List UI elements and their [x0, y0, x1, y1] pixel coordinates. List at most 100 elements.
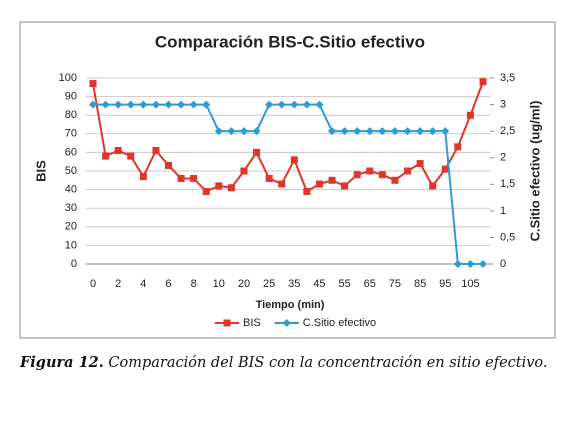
- y-tick-label: 10: [65, 239, 77, 251]
- marker: [252, 127, 261, 136]
- marker: [428, 127, 437, 136]
- caption-text: Comparación del BIS con la concentración…: [108, 355, 548, 371]
- marker: [164, 161, 172, 169]
- marker: [265, 100, 274, 109]
- y-tick-label: 20: [65, 221, 77, 233]
- marker: [391, 176, 399, 184]
- marker: [454, 143, 462, 151]
- marker: [126, 100, 135, 109]
- marker: [378, 127, 387, 136]
- caption: Figura 12. Comparación del BIS con la co…: [20, 352, 560, 374]
- marker: [139, 173, 147, 181]
- marker: [353, 171, 361, 179]
- legend-label: BIS: [243, 317, 261, 329]
- x-tick-label: 65: [364, 278, 376, 290]
- marker: [466, 260, 475, 268]
- y-axis-label: BIS: [33, 160, 48, 182]
- y2-axis-label: C.Sitio efectivo (ug/ml): [527, 101, 542, 242]
- y-tick-label: 0: [71, 258, 77, 270]
- marker: [278, 180, 286, 188]
- x-tick-label: 55: [338, 278, 350, 290]
- y-tick-label: 90: [65, 91, 77, 103]
- marker: [89, 80, 97, 88]
- y2-tick-label: 3,5: [500, 72, 515, 84]
- marker: [202, 187, 210, 195]
- marker: [340, 127, 349, 136]
- marker: [189, 100, 198, 109]
- marker: [403, 127, 412, 136]
- marker: [365, 127, 374, 136]
- marker: [164, 100, 173, 109]
- marker: [277, 100, 286, 109]
- x-tick-label: 105: [461, 278, 479, 290]
- x-tick-label: 95: [439, 278, 451, 290]
- marker: [227, 127, 236, 136]
- legend-marker: [282, 319, 291, 327]
- y-tick-label: 30: [65, 202, 77, 214]
- marker: [102, 152, 110, 160]
- x-tick-label: 8: [191, 278, 197, 290]
- legend-label: C.Sitio efectivo: [303, 317, 376, 329]
- marker: [302, 100, 311, 109]
- marker: [177, 100, 186, 109]
- marker: [239, 127, 248, 136]
- y2-tick-label: 0,5: [500, 231, 515, 243]
- y2-tick-label: 2: [500, 152, 506, 164]
- marker: [441, 165, 449, 173]
- y2-tick-label: 1,5: [500, 178, 515, 190]
- marker: [214, 127, 223, 136]
- y-tick-label: 70: [65, 128, 77, 140]
- chart-title: Comparación BIS-C.Sitio efectivo: [155, 32, 425, 51]
- x-tick-label: 20: [238, 278, 250, 290]
- marker: [315, 180, 323, 188]
- marker: [253, 148, 261, 156]
- x-tick-label: 25: [263, 278, 275, 290]
- x-tick-label: 6: [165, 278, 171, 290]
- x-tick-label: 2: [115, 278, 121, 290]
- marker: [366, 167, 374, 175]
- marker: [328, 176, 336, 184]
- marker: [466, 111, 474, 119]
- marker: [441, 127, 450, 136]
- marker: [114, 147, 122, 155]
- x-tick-label: 85: [414, 278, 426, 290]
- marker: [303, 187, 311, 195]
- marker: [416, 160, 424, 168]
- marker: [341, 182, 349, 190]
- marker: [101, 100, 110, 109]
- caption-label: Figura 12.: [20, 354, 104, 371]
- marker: [265, 174, 273, 182]
- y-tick-label: 60: [65, 146, 77, 158]
- y2-tick-label: 2,5: [500, 125, 515, 137]
- y2-tick-label: 3: [500, 98, 506, 110]
- marker: [416, 127, 425, 136]
- chart-frame: [19, 21, 556, 339]
- y2-tick-label: 0: [500, 258, 506, 270]
- marker: [479, 260, 487, 268]
- marker: [139, 100, 148, 109]
- marker: [177, 174, 185, 182]
- marker: [290, 156, 298, 164]
- marker: [353, 127, 362, 136]
- x-tick-label: 35: [288, 278, 300, 290]
- marker: [390, 127, 399, 136]
- marker: [151, 100, 160, 109]
- x-tick-label: 10: [213, 278, 225, 290]
- chart: Comparación BIS-C.Sitio efectivo Tiempo …: [19, 21, 556, 339]
- marker: [453, 260, 462, 268]
- x-tick-label: 75: [389, 278, 401, 290]
- x-axis-label: Tiempo (min): [256, 299, 325, 311]
- x-tick-label: 4: [140, 278, 146, 290]
- marker: [89, 100, 97, 109]
- marker: [190, 174, 198, 182]
- y2-tick-label: 1: [500, 205, 506, 217]
- marker: [152, 147, 160, 155]
- y-tick-label: 40: [65, 184, 77, 196]
- marker: [328, 127, 337, 136]
- marker: [227, 184, 235, 192]
- marker: [114, 100, 123, 109]
- x-tick-label: 45: [313, 278, 325, 290]
- marker: [429, 182, 437, 190]
- marker: [202, 100, 211, 109]
